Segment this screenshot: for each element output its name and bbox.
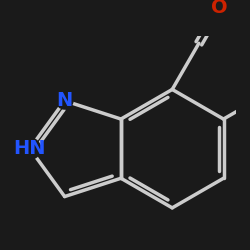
Circle shape (19, 138, 40, 159)
Text: N: N (56, 91, 73, 110)
Text: HN: HN (14, 139, 46, 158)
Text: O: O (211, 0, 228, 17)
Circle shape (56, 92, 73, 109)
Circle shape (211, 0, 228, 16)
